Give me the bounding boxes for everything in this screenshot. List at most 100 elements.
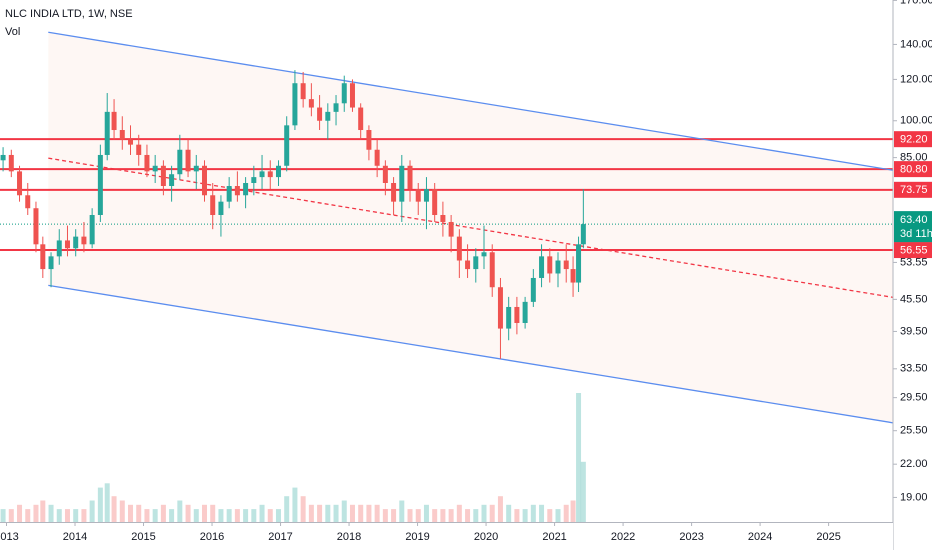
candle-body xyxy=(119,130,125,140)
level-label: 73.75 xyxy=(900,184,928,196)
candle-body xyxy=(563,260,569,270)
volume-bar xyxy=(539,504,545,522)
volume-bar xyxy=(275,509,281,522)
volume-bar xyxy=(25,509,31,522)
y-tick-label: 33.50 xyxy=(900,363,928,375)
candle-body xyxy=(514,306,520,323)
candle-body xyxy=(489,252,495,288)
candle-body xyxy=(300,83,306,100)
candle-body xyxy=(366,130,372,150)
candle-body xyxy=(33,208,39,245)
candle-body xyxy=(48,256,54,270)
volume-bar xyxy=(226,509,232,522)
volume-bar xyxy=(259,504,265,522)
candle-body xyxy=(40,244,46,270)
volume-bar xyxy=(128,504,134,522)
price-axis xyxy=(893,0,932,550)
x-tick-label: 2020 xyxy=(474,531,498,543)
y-tick-label: 25.50 xyxy=(900,425,928,437)
y-tick-label: 140.00 xyxy=(900,38,932,50)
candle-body xyxy=(210,195,216,216)
volume-bar xyxy=(0,509,6,522)
trendline xyxy=(48,157,894,299)
trendline xyxy=(48,284,894,424)
candle-body xyxy=(292,83,298,126)
candle-body xyxy=(530,277,536,302)
candle-body xyxy=(391,183,397,202)
volume-bar xyxy=(570,500,576,522)
x-tick-label: 2016 xyxy=(200,531,224,543)
volume-bar xyxy=(169,509,175,522)
last-price-label: 63.40 xyxy=(900,214,928,226)
volume-bar xyxy=(497,496,503,522)
volume-bar xyxy=(243,509,249,522)
volume-bar xyxy=(432,509,438,522)
volume-bar xyxy=(73,509,79,522)
volume-bar xyxy=(382,509,388,522)
chart-title: NLC INDIA LTD, 1W, NSE xyxy=(5,8,133,20)
level-label: 92.20 xyxy=(900,134,928,146)
x-tick-label: 2019 xyxy=(405,531,429,543)
volume-bar xyxy=(481,504,487,522)
candle-body xyxy=(152,165,158,172)
volume-bar xyxy=(56,509,62,522)
volume-bar xyxy=(218,509,224,522)
candle-body xyxy=(580,224,586,245)
x-tick-label: 2015 xyxy=(131,531,155,543)
candle-body xyxy=(576,244,582,283)
candle-body xyxy=(185,149,191,172)
volume-bar xyxy=(308,504,314,522)
candle-body xyxy=(144,154,150,172)
volume-bar xyxy=(358,504,364,522)
candle-body xyxy=(104,111,110,155)
volume-bar xyxy=(547,509,553,522)
candle-body xyxy=(89,215,95,245)
x-tick-label: 2018 xyxy=(337,531,361,543)
volume-bar xyxy=(563,504,569,522)
candle-body xyxy=(522,301,528,323)
volume-bar xyxy=(391,509,397,522)
level-label-box xyxy=(894,181,932,198)
candle-body xyxy=(539,256,545,278)
candle-body xyxy=(284,125,290,166)
level-label-box xyxy=(894,131,932,148)
candle-body xyxy=(201,165,207,196)
y-tick-label: 39.50 xyxy=(900,325,928,337)
candle-body xyxy=(177,149,183,175)
volume-bar xyxy=(144,509,150,522)
volume-bar xyxy=(8,509,14,522)
candle-body xyxy=(56,240,62,257)
y-tick-label: 29.50 xyxy=(900,392,928,404)
volume-bar xyxy=(33,504,39,522)
volume-bar xyxy=(506,504,512,522)
candle-body xyxy=(407,165,413,190)
y-tick-label: 45.50 xyxy=(900,293,928,305)
volume-bar xyxy=(580,461,586,522)
volume-bar xyxy=(40,500,46,522)
volume-bar xyxy=(81,509,87,522)
level-label-box xyxy=(894,161,932,178)
volume-bar xyxy=(366,504,372,522)
volume-bar xyxy=(423,504,429,522)
candle-body xyxy=(97,154,103,216)
volume-bar xyxy=(399,500,405,522)
volume-bar xyxy=(193,509,199,522)
candle-body xyxy=(17,171,23,196)
y-tick-label: 22.00 xyxy=(900,458,928,470)
volume-bar xyxy=(530,504,536,522)
candle-body xyxy=(275,165,281,178)
volume-bar xyxy=(284,496,290,522)
candle-body xyxy=(111,111,117,131)
candle-body xyxy=(226,186,232,202)
candle-body xyxy=(423,189,429,202)
candle-body xyxy=(374,149,380,166)
volume-bar xyxy=(522,509,528,522)
x-tick-label: 2014 xyxy=(63,531,87,543)
candle-body xyxy=(73,236,79,249)
candle-body xyxy=(160,165,166,187)
candle-body xyxy=(317,107,323,121)
volume-bar xyxy=(267,509,273,522)
candle-body xyxy=(193,165,199,172)
